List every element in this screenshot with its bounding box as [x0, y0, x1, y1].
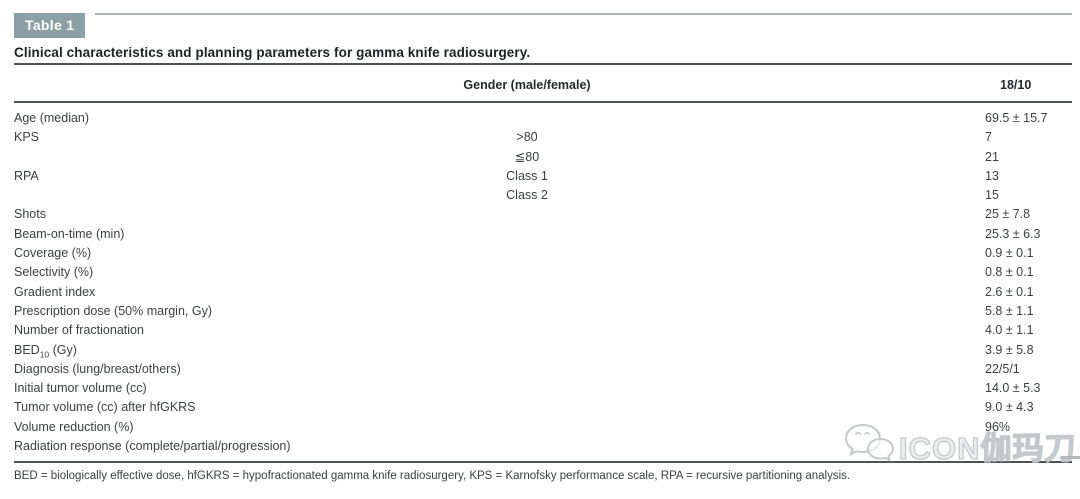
- row-label: Shots: [14, 207, 46, 222]
- row-value: 0.9 ± 0.1: [985, 246, 1034, 261]
- row-value: 7: [985, 130, 992, 145]
- rule-under-header: [14, 101, 1072, 103]
- row-label: KPS: [14, 130, 40, 145]
- row-label: Radiation response (complete/partial/pro…: [14, 439, 291, 454]
- table-footnote: BED = biologically effective dose, hfGKR…: [14, 470, 851, 482]
- row-label: RPA: [14, 168, 39, 183]
- top-divider: [95, 13, 1072, 15]
- row-subcategory: >80: [516, 130, 538, 145]
- rule-above-footnote: [14, 461, 1072, 463]
- row-label: Volume reduction (%): [14, 419, 134, 434]
- row-value: 96%: [985, 419, 1011, 434]
- row-label: Diagnosis (lung/breast/others): [14, 361, 181, 376]
- row-value: 4.0 ± 1.1: [985, 323, 1034, 338]
- row-label: Initial tumor volume (cc): [14, 381, 147, 396]
- row-value: 21: [985, 149, 999, 164]
- row-value: 25.3 ± 6.3: [985, 226, 1041, 241]
- row-label: Selectivity (%): [14, 265, 94, 280]
- table-row: Age (median) 69.5 ± 15.7: [0, 109, 1080, 128]
- watermark-text: ICON伽玛刀: [898, 430, 1077, 466]
- table-row: Diagnosis (lung/breast/others) 22/5/1: [0, 360, 1080, 379]
- row-value: 0.8 ± 0.1: [985, 265, 1034, 280]
- wechat-icon: [843, 421, 895, 470]
- table-row: Beam-on-time (min) 25.3 ± 6.3: [0, 225, 1080, 244]
- table-row: Initial tumor volume (cc) 14.0 ± 5.3: [0, 379, 1080, 398]
- row-value: 3.9 ± 5.8: [985, 342, 1034, 357]
- table-row: Radiation response (complete/partial/pro…: [0, 437, 1080, 456]
- table-header-row: Gender (male/female) 18/10: [0, 70, 1080, 101]
- row-value: 14.0 ± 5.3: [985, 381, 1041, 396]
- table-row: KPS >80 7: [0, 128, 1080, 147]
- row-value: 13: [985, 168, 999, 183]
- table-title: Clinical characteristics and planning pa…: [14, 45, 531, 60]
- row-label: Tumor volume (cc) after hfGKRS: [14, 400, 196, 415]
- row-value: 5.8 ± 1.1: [985, 303, 1034, 318]
- row-subcategory: ≦80: [514, 149, 540, 164]
- table-row: Coverage (%) 0.9 ± 0.1: [0, 244, 1080, 263]
- table-row: RPA Class 1 13: [0, 167, 1080, 186]
- watermark-dash: [1061, 456, 1080, 459]
- table-row: Volume reduction (%) 96%: [0, 418, 1080, 437]
- table-number-badge: Table 1: [14, 13, 86, 38]
- row-value: 25 ± 7.8: [985, 207, 1031, 222]
- row-label: Age (median): [14, 111, 90, 125]
- row-subcategory: Class 2: [506, 188, 548, 203]
- header-gender-value: 18/10: [1000, 78, 1032, 92]
- row-label: Gradient index: [14, 284, 96, 299]
- row-label: Number of fractionation: [14, 323, 144, 338]
- row-value: 22/5/1: [985, 361, 1020, 376]
- table-row: ≦80 21: [0, 148, 1080, 167]
- table-row: Selectivity (%) 0.8 ± 0.1: [0, 263, 1080, 282]
- table-row: BED10 (Gy) 3.9 ± 5.8: [0, 341, 1080, 360]
- row-label: Coverage (%): [14, 246, 92, 261]
- table-row: Number of fractionation 4.0 ± 1.1: [0, 321, 1080, 340]
- table-row: Shots 25 ± 7.8: [0, 205, 1080, 224]
- row-value: 9.0 ± 4.3: [985, 400, 1034, 415]
- table-row: Prescription dose (50% margin, Gy) 5.8 ± …: [0, 302, 1080, 321]
- table-body: Age (median) 69.5 ± 15.7 KPS >80 7 ≦80 21 RPA Cl…: [0, 109, 1080, 456]
- rule-under-title: [14, 63, 1072, 65]
- header-gender-label: Gender (male/female): [463, 78, 591, 92]
- row-value: 69.5 ± 15.7: [985, 111, 1048, 125]
- row-label: Beam-on-time (min): [14, 226, 125, 241]
- row-value: 15: [985, 188, 999, 203]
- row-value: 2.6 ± 0.1: [985, 284, 1034, 299]
- watermark: ICON伽玛刀: [843, 422, 1077, 468]
- row-subcategory: Class 1: [506, 168, 548, 183]
- row-label: Prescription dose (50% margin, Gy): [14, 303, 212, 318]
- row-label: BED10 (Gy): [14, 342, 77, 360]
- table-row: Tumor volume (cc) after hfGKRS 9.0 ± 4.3: [0, 398, 1080, 417]
- table-row: Gradient index 2.6 ± 0.1: [0, 283, 1080, 302]
- table-row: Class 2 15: [0, 186, 1080, 205]
